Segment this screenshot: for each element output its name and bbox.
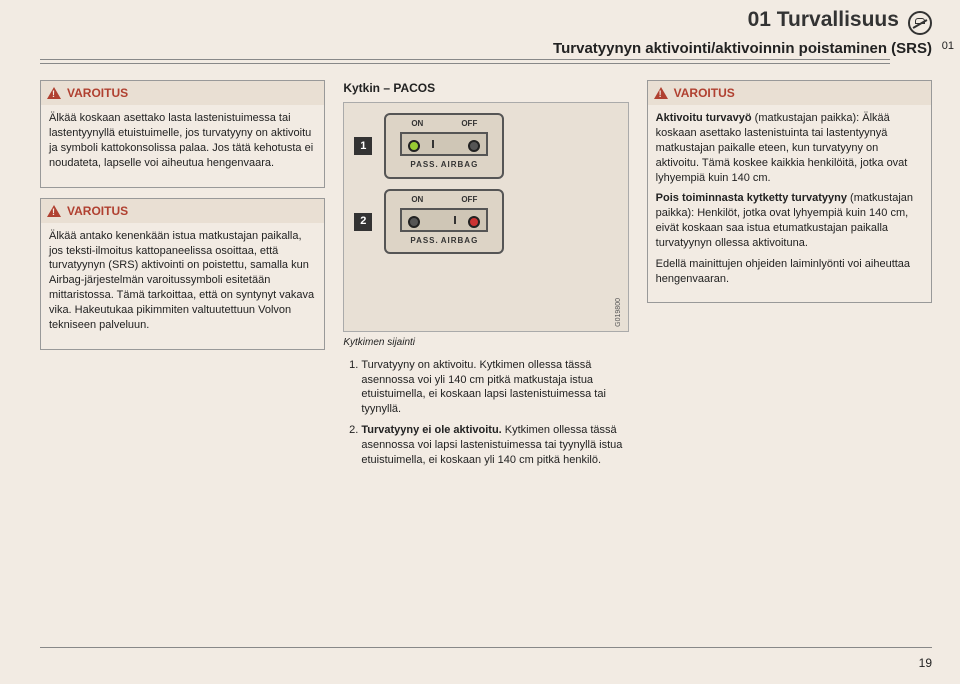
sub-header: Turvatyynyn aktivointi/aktivoinnin poist… <box>40 40 932 57</box>
warning-head: VAROITUS <box>41 199 324 223</box>
switch-position-2: 2 ON OFF PASS. AIRBAG <box>354 189 617 255</box>
pacos-switch-on: ON OFF PASS. AIRBAG <box>384 113 504 179</box>
warning-head: VAROITUS <box>41 81 324 105</box>
switch-on-label: ON <box>411 119 423 130</box>
pass-label: PASS. <box>410 160 438 171</box>
switch-position-1: 1 ON OFF PASS. AIRBAG <box>354 113 617 179</box>
switch-on-label: ON <box>411 195 423 206</box>
column-1: VAROITUS Älkää koskaan asettako lasta la… <box>40 80 325 474</box>
warning-label: VAROITUS <box>67 85 128 101</box>
footer-rule <box>40 647 932 648</box>
page-header: 01 Turvallisuus <box>748 8 932 35</box>
warning2-text: Älkää antako kenenkään istua matkustajan… <box>49 229 316 333</box>
airbag-label: AIRBAG <box>441 236 479 247</box>
list-item-1: Turvatyyny on aktivoitu. Kytkimen olless… <box>361 358 628 417</box>
warning-body: Älkää koskaan asettako lasta lastenistui… <box>41 105 324 186</box>
badge-2: 2 <box>354 213 372 231</box>
warning-head: VAROITUS <box>648 81 931 105</box>
badge-1: 1 <box>354 137 372 155</box>
warning-triangle-icon <box>47 87 61 99</box>
warning-box-1: VAROITUS Älkää koskaan asettako lasta la… <box>40 80 325 188</box>
subsection-title: Kytkin – PACOS <box>343 80 628 96</box>
page-number: 19 <box>919 656 932 670</box>
warning-label: VAROITUS <box>674 85 735 101</box>
switch-off-label: OFF <box>461 195 477 206</box>
warning-body: Älkää antako kenenkään istua matkustajan… <box>41 223 324 349</box>
p2: Pois toiminnasta kytketty turvatyyny (ma… <box>656 191 923 250</box>
warning-box-3: VAROITUS Aktivoitu turvavyö (matkustajan… <box>647 80 932 303</box>
figure-code: G019800 <box>614 298 623 327</box>
column-3: VAROITUS Aktivoitu turvavyö (matkustajan… <box>647 80 932 474</box>
warning1-text: Älkää koskaan asettako lasta lastenistui… <box>49 111 316 170</box>
column-2: Kytkin – PACOS 1 ON OFF PASS. AIRBAG <box>343 80 628 474</box>
page-marker: 01 <box>942 40 954 52</box>
warning-body: Aktivoitu turvavyö (matkustajan paikka):… <box>648 105 931 302</box>
warning-triangle-icon <box>47 205 61 217</box>
switch-position-list: Turvatyyny on aktivoitu. Kytkimen olless… <box>343 358 628 468</box>
figure-caption: Kytkimen sijainti <box>343 336 628 350</box>
pass-label: PASS. <box>410 236 438 247</box>
warning-triangle-icon <box>654 87 668 99</box>
p1: Aktivoitu turvavyö (matkustajan paikka):… <box>656 111 923 185</box>
list-item-2: Turvatyyny ei ole aktivoitu. Kytkimen ol… <box>361 423 628 468</box>
warning-box-2: VAROITUS Älkää antako kenenkään istua ma… <box>40 198 325 350</box>
chapter-safety-icon <box>908 11 932 35</box>
item2-lead: Turvatyyny ei ole aktivoitu. <box>361 424 501 436</box>
chapter-title: 01 Turvallisuus <box>748 8 899 31</box>
switch-off-label: OFF <box>461 119 477 130</box>
pacos-switch-off: ON OFF PASS. AIRBAG <box>384 189 504 255</box>
airbag-label: AIRBAG <box>441 160 479 171</box>
p3: Edellä mainittujen ohjeiden laiminlyönti… <box>656 257 923 287</box>
section-title: Turvatyynyn aktivointi/aktivoinnin poist… <box>553 40 932 57</box>
warning-label: VAROITUS <box>67 203 128 219</box>
switch-figure: 1 ON OFF PASS. AIRBAG <box>343 102 628 332</box>
